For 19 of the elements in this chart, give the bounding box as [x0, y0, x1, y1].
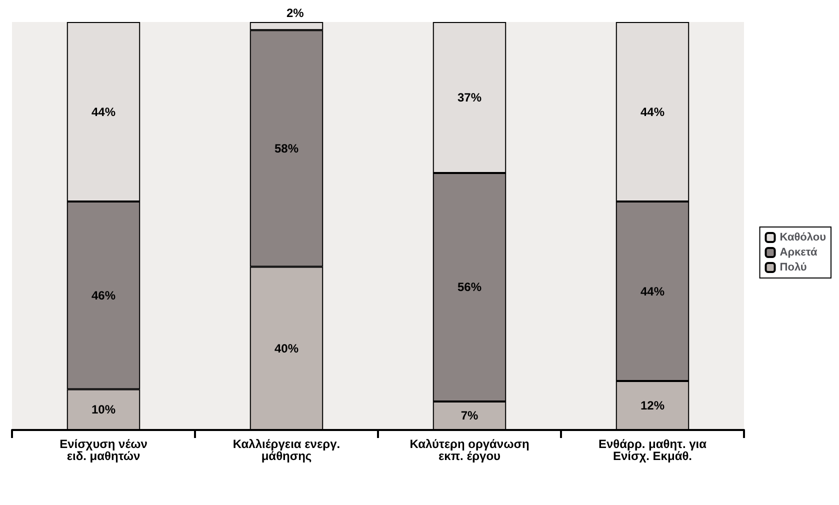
data-label: 12% [640, 398, 665, 413]
x-tick-label: Καλύτερη οργάνωση εκπ. έργου [410, 437, 530, 463]
x-tick-label: Καλλιέργεια ενεργ. μάθησης [232, 437, 340, 463]
legend-label: Πολύ [780, 262, 807, 274]
data-label: 7% [460, 408, 478, 423]
data-label: 40% [274, 341, 299, 356]
data-label: 10% [91, 402, 116, 417]
data-label: 44% [91, 104, 116, 119]
data-label: 37% [457, 90, 482, 104]
data-label: 44% [640, 284, 665, 298]
data-label: 44% [640, 104, 665, 119]
data-label: 2% [286, 6, 304, 20]
data-label: 56% [457, 280, 482, 294]
legend-label: Αρκετά [780, 246, 818, 258]
x-tick-label: Ενίσχυση νέων ειδ. μαθητών [60, 437, 148, 463]
data-label: 58% [274, 141, 299, 156]
data-label: 46% [91, 288, 116, 302]
x-tick-label: Ενθάρρ. μαθητ. για Ενίσχ. Εκμάθ. [598, 437, 708, 463]
legend-label: Καθόλου [780, 232, 826, 244]
